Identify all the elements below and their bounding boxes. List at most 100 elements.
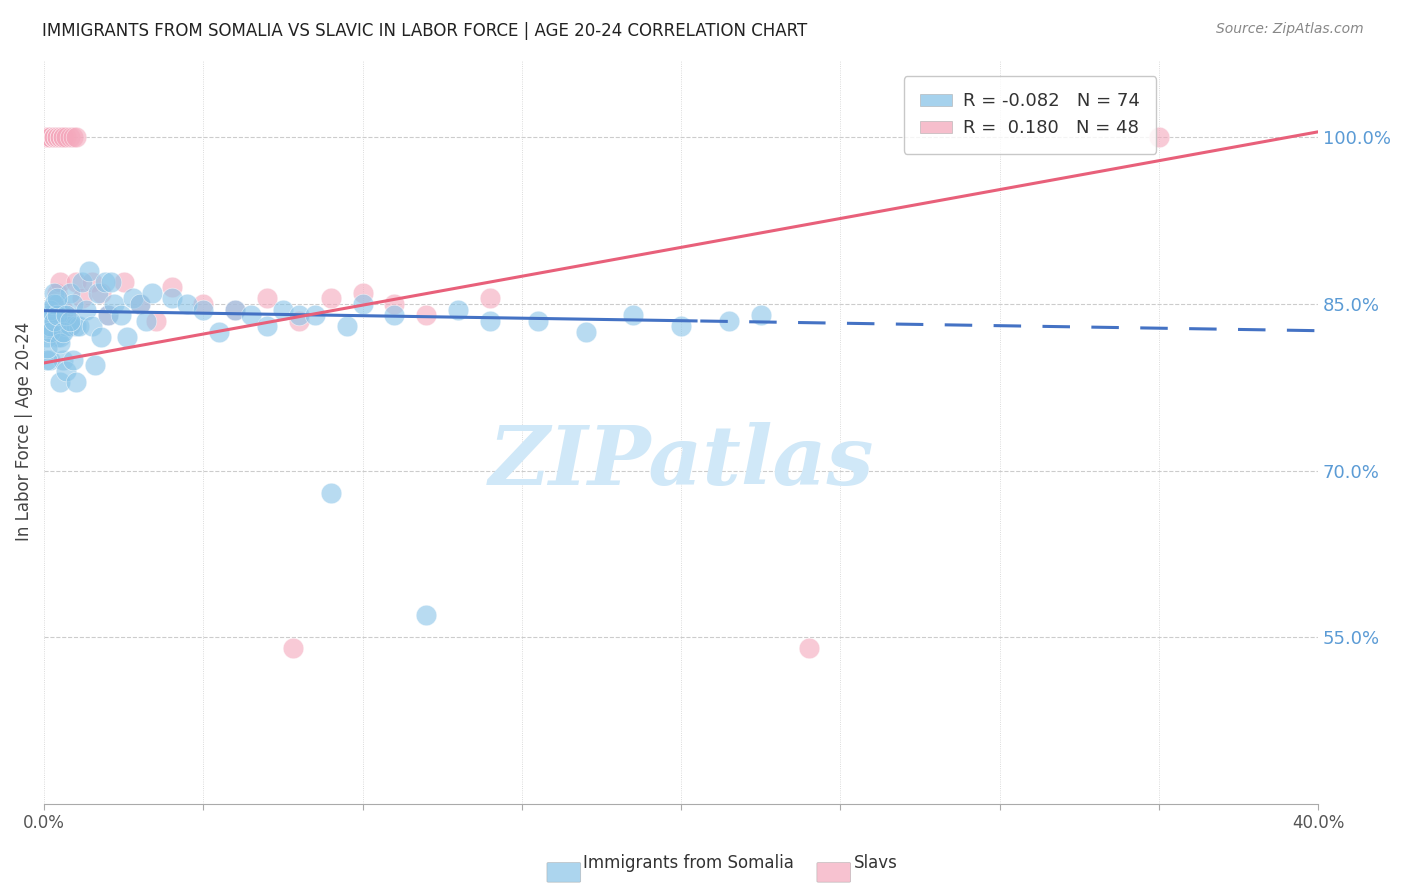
Point — [37, 130, 59, 145]
Point — [193, 302, 215, 317]
Point — [90, 285, 112, 300]
Point — [62, 130, 84, 145]
Point — [224, 302, 246, 317]
Point — [1147, 130, 1170, 145]
Point — [352, 285, 374, 300]
Point — [479, 292, 502, 306]
Point — [58, 314, 80, 328]
Point — [49, 130, 72, 145]
Point — [39, 325, 62, 339]
Point — [37, 342, 59, 356]
Point — [145, 314, 167, 328]
Point — [39, 319, 62, 334]
Point — [749, 308, 772, 322]
Point — [415, 308, 437, 322]
Point — [80, 275, 103, 289]
Point — [621, 308, 644, 322]
Point — [52, 308, 75, 322]
Point — [141, 285, 163, 300]
Point — [58, 130, 80, 145]
Point — [224, 302, 246, 317]
Point — [42, 130, 65, 145]
Point — [55, 308, 77, 322]
Text: Source: ZipAtlas.com: Source: ZipAtlas.com — [1216, 22, 1364, 37]
Point — [45, 297, 67, 311]
Point — [103, 297, 125, 311]
Point — [288, 314, 311, 328]
Point — [52, 130, 75, 145]
Point — [110, 308, 132, 322]
Point — [55, 130, 77, 145]
Point — [65, 319, 87, 334]
Point — [39, 130, 62, 145]
Point — [447, 302, 470, 317]
Point — [208, 325, 231, 339]
Point — [45, 285, 67, 300]
Point — [65, 130, 87, 145]
Point — [281, 641, 304, 656]
Point — [72, 292, 94, 306]
Point — [55, 364, 77, 378]
Point — [52, 130, 75, 145]
Point — [39, 130, 62, 145]
Point — [319, 486, 342, 500]
Point — [128, 297, 150, 311]
Point — [384, 297, 406, 311]
Point — [39, 352, 62, 367]
Point — [256, 319, 278, 334]
Point — [42, 308, 65, 322]
Point — [288, 308, 311, 322]
Point — [271, 302, 294, 317]
Point — [42, 130, 65, 145]
Point — [52, 325, 75, 339]
Point — [135, 314, 157, 328]
Point — [49, 335, 72, 350]
Point — [797, 641, 820, 656]
Legend: R = -0.082   N = 74, R =  0.180   N = 48: R = -0.082 N = 74, R = 0.180 N = 48 — [904, 76, 1156, 153]
Point — [37, 130, 59, 145]
Text: Immigrants from Somalia: Immigrants from Somalia — [583, 855, 794, 872]
Point — [52, 302, 75, 317]
Point — [84, 358, 107, 372]
Point — [415, 608, 437, 623]
Point — [42, 130, 65, 145]
Text: Slavs: Slavs — [853, 855, 897, 872]
Point — [97, 308, 120, 322]
Point — [45, 308, 67, 322]
Point — [49, 375, 72, 389]
Point — [55, 308, 77, 322]
Point — [93, 275, 115, 289]
Point — [717, 314, 740, 328]
Point — [87, 285, 110, 300]
Point — [67, 319, 90, 334]
Point — [42, 297, 65, 311]
Point — [112, 275, 135, 289]
Point — [115, 330, 138, 344]
Point — [479, 314, 502, 328]
Point — [49, 130, 72, 145]
Point — [37, 308, 59, 322]
Point — [39, 319, 62, 334]
Point — [45, 130, 67, 145]
Point — [160, 280, 183, 294]
Point — [37, 130, 59, 145]
Point — [193, 297, 215, 311]
Point — [122, 292, 145, 306]
Point — [58, 319, 80, 334]
Point — [128, 297, 150, 311]
Point — [352, 297, 374, 311]
Point — [97, 308, 120, 322]
Point — [304, 308, 326, 322]
Y-axis label: In Labor Force | Age 20-24: In Labor Force | Age 20-24 — [15, 322, 32, 541]
Text: ZIPatlas: ZIPatlas — [488, 422, 875, 501]
Point — [336, 319, 359, 334]
Point — [49, 330, 72, 344]
Point — [176, 297, 198, 311]
Point — [45, 330, 67, 344]
Point — [160, 292, 183, 306]
Point — [42, 285, 65, 300]
Point — [52, 352, 75, 367]
Point — [45, 130, 67, 145]
Point — [527, 314, 550, 328]
Point — [39, 302, 62, 317]
